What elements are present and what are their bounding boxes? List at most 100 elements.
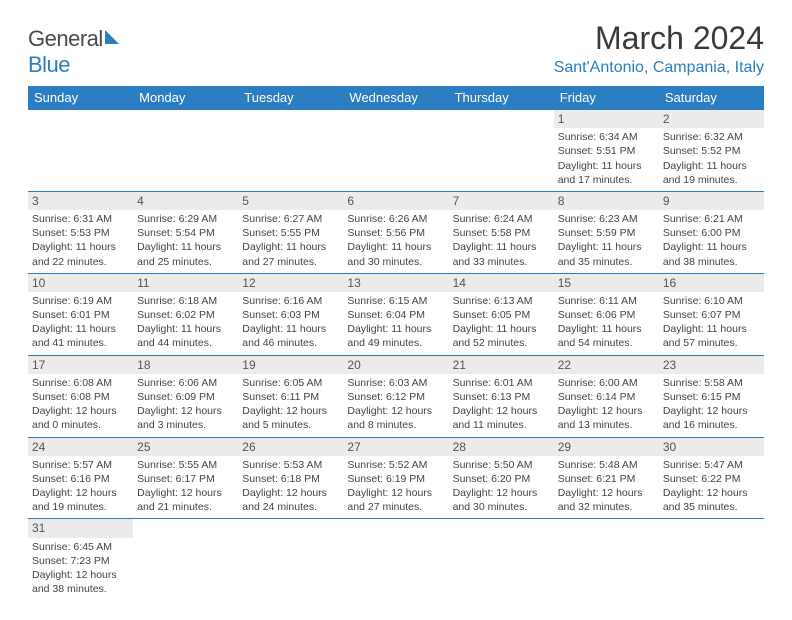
calendar-empty-cell [343, 519, 448, 600]
day-day1: Daylight: 11 hours [663, 322, 760, 336]
day-sunset: Sunset: 5:58 PM [453, 226, 550, 240]
day-day1: Daylight: 11 hours [453, 240, 550, 254]
day-sunrise: Sunrise: 5:55 AM [137, 458, 234, 472]
day-sunset: Sunset: 6:03 PM [242, 308, 339, 322]
calendar-day-cell: 7 Sunrise: 6:24 AMSunset: 5:58 PMDaylight… [449, 191, 554, 273]
calendar-day-cell: 16Sunrise: 6:10 AMSunset: 6:07 PMDayligh… [659, 273, 764, 355]
day-sunset: Sunset: 6:17 PM [137, 472, 234, 486]
day-number: 9 [659, 192, 764, 210]
day-sunset: Sunset: 6:11 PM [242, 390, 339, 404]
day-sunrise: Sunrise: 6:08 AM [32, 376, 129, 390]
day-sunset: Sunset: 6:02 PM [137, 308, 234, 322]
day-number: 6 [343, 192, 448, 210]
day-number: 15 [554, 274, 659, 292]
day-day1: Daylight: 12 hours [558, 486, 655, 500]
weekday-header: Monday [133, 86, 238, 110]
day-day2: and 41 minutes. [32, 336, 129, 350]
day-day1: Daylight: 12 hours [242, 486, 339, 500]
calendar-day-cell: 5Sunrise: 6:27 AMSunset: 5:55 PMDaylight… [238, 191, 343, 273]
day-number: 3 [28, 192, 133, 210]
calendar-day-cell: 8Sunrise: 6:23 AMSunset: 5:59 PMDaylight… [554, 191, 659, 273]
day-sunrise: Sunrise: 6:01 AM [453, 376, 550, 390]
day-day2: and 0 minutes. [32, 418, 129, 432]
day-sunrise: Sunrise: 6:32 AM [663, 130, 760, 144]
day-sunrise: Sunrise: 6:34 AM [558, 130, 655, 144]
brand-sail-icon [103, 26, 123, 52]
day-sunset: Sunset: 6:06 PM [558, 308, 655, 322]
day-sunset: Sunset: 6:09 PM [137, 390, 234, 404]
day-day2: and 52 minutes. [453, 336, 550, 350]
day-sunrise: Sunrise: 5:53 AM [242, 458, 339, 472]
day-day1: Daylight: 12 hours [663, 486, 760, 500]
day-day2: and 16 minutes. [663, 418, 760, 432]
weekday-header: Friday [554, 86, 659, 110]
day-sunset: Sunset: 6:08 PM [32, 390, 129, 404]
day-sunrise: Sunrise: 6:16 AM [242, 294, 339, 308]
day-day1: Daylight: 11 hours [32, 240, 129, 254]
day-day2: and 54 minutes. [558, 336, 655, 350]
day-number: 26 [238, 438, 343, 456]
day-sunrise: Sunrise: 6:00 AM [558, 376, 655, 390]
calendar-day-cell: 11Sunrise: 6:18 AMSunset: 6:02 PMDayligh… [133, 273, 238, 355]
day-number: 8 [554, 192, 659, 210]
day-day2: and 27 minutes. [242, 255, 339, 269]
day-sunrise: Sunrise: 5:47 AM [663, 458, 760, 472]
day-sunrise: Sunrise: 6:29 AM [137, 212, 234, 226]
day-sunrise: Sunrise: 6:15 AM [347, 294, 444, 308]
calendar-empty-cell [554, 519, 659, 600]
day-day2: and 22 minutes. [32, 255, 129, 269]
page-title: March 2024 [554, 20, 764, 57]
day-sunrise: Sunrise: 6:24 AM [453, 212, 550, 226]
title-block: March 2024 Sant'Antonio, Campania, Italy [554, 20, 764, 77]
day-sunset: Sunset: 6:01 PM [32, 308, 129, 322]
day-day1: Daylight: 11 hours [137, 240, 234, 254]
calendar-empty-cell [449, 519, 554, 600]
day-sunset: Sunset: 5:51 PM [558, 144, 655, 158]
day-day2: and 38 minutes. [32, 582, 129, 596]
calendar-empty-cell [343, 110, 448, 192]
day-number: 31 [28, 519, 133, 537]
brand-text: GeneralBlue [28, 26, 123, 78]
day-sunset: Sunset: 5:55 PM [242, 226, 339, 240]
day-day2: and 13 minutes. [558, 418, 655, 432]
day-sunrise: Sunrise: 5:48 AM [558, 458, 655, 472]
calendar-day-cell: 4Sunrise: 6:29 AMSunset: 5:54 PMDaylight… [133, 191, 238, 273]
day-number: 7 [449, 192, 554, 210]
day-number: 27 [343, 438, 448, 456]
day-day2: and 21 minutes. [137, 500, 234, 514]
day-day1: Daylight: 11 hours [137, 322, 234, 336]
day-number: 13 [343, 274, 448, 292]
day-sunset: Sunset: 5:53 PM [32, 226, 129, 240]
day-sunrise: Sunrise: 6:23 AM [558, 212, 655, 226]
calendar-empty-cell [28, 110, 133, 192]
day-number: 2 [659, 110, 764, 128]
day-day2: and 27 minutes. [347, 500, 444, 514]
day-day1: Daylight: 12 hours [242, 404, 339, 418]
day-number: 30 [659, 438, 764, 456]
weekday-header: Sunday [28, 86, 133, 110]
day-sunset: Sunset: 6:00 PM [663, 226, 760, 240]
day-day1: Daylight: 12 hours [32, 568, 129, 582]
location-text: Sant'Antonio, Campania, Italy [554, 59, 764, 77]
calendar-week-row: 10Sunrise: 6:19 AMSunset: 6:01 PMDayligh… [28, 273, 764, 355]
calendar-week-row: 3Sunrise: 6:31 AMSunset: 5:53 PMDaylight… [28, 191, 764, 273]
day-day1: Daylight: 12 hours [663, 404, 760, 418]
calendar-empty-cell [238, 519, 343, 600]
day-sunrise: Sunrise: 6:27 AM [242, 212, 339, 226]
calendar-day-cell: 28Sunrise: 5:50 AMSunset: 6:20 PMDayligh… [449, 437, 554, 519]
day-day2: and 8 minutes. [347, 418, 444, 432]
day-sunset: Sunset: 6:14 PM [558, 390, 655, 404]
day-number: 20 [343, 356, 448, 374]
day-sunset: Sunset: 5:56 PM [347, 226, 444, 240]
day-sunset: Sunset: 6:18 PM [242, 472, 339, 486]
calendar-day-cell: 26 Sunrise: 5:53 AMSunset: 6:18 PMDayligh… [238, 437, 343, 519]
day-day2: and 57 minutes. [663, 336, 760, 350]
day-sunset: Sunset: 6:21 PM [558, 472, 655, 486]
calendar-day-cell: 1Sunrise: 6:34 AMSunset: 5:51 PMDaylight… [554, 110, 659, 192]
day-number: 11 [133, 274, 238, 292]
calendar-day-cell: 20Sunrise: 6:03 AMSunset: 6:12 PMDayligh… [343, 355, 448, 437]
calendar-day-cell: 24Sunrise: 5:57 AMSunset: 6:16 PMDayligh… [28, 437, 133, 519]
day-sunset: Sunset: 5:52 PM [663, 144, 760, 158]
day-sunset: Sunset: 6:15 PM [663, 390, 760, 404]
calendar-empty-cell [238, 110, 343, 192]
